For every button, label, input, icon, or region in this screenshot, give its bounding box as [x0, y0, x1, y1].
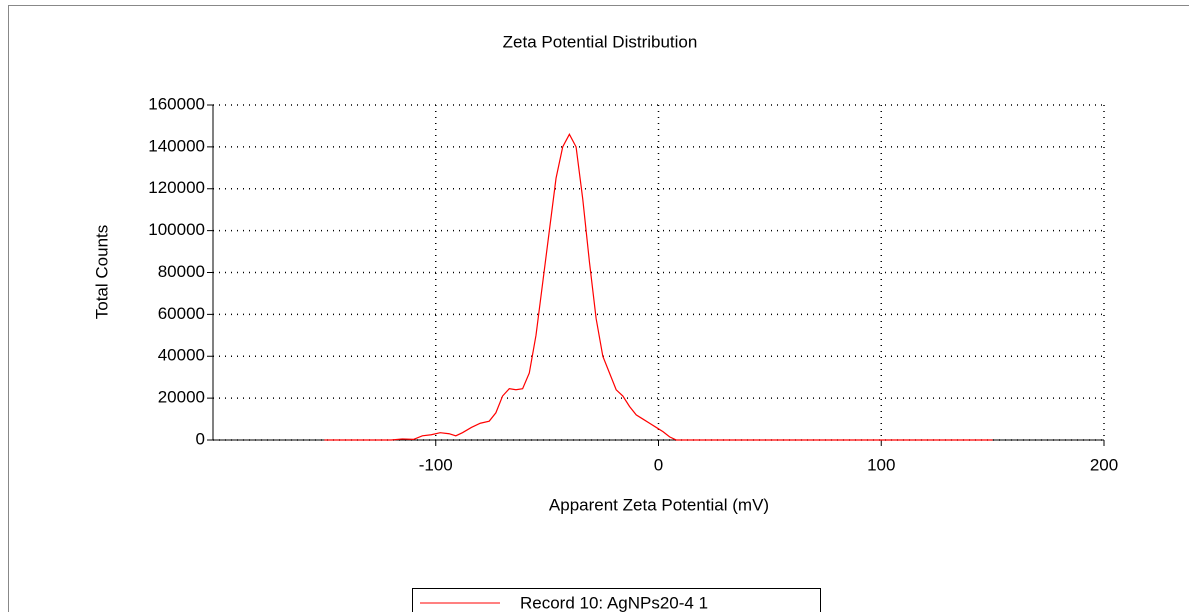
- x-axis-label: Apparent Zeta Potential (mV): [549, 495, 769, 514]
- x-tick-label: 200: [1090, 455, 1118, 474]
- chart-title: Zeta Potential Distribution: [503, 32, 698, 51]
- y-axis-label: Total Counts: [92, 225, 111, 320]
- y-tick-label: 80000: [158, 262, 205, 281]
- legend: [412, 588, 821, 612]
- y-tick-label: 160000: [148, 94, 205, 113]
- y-tick-label: 140000: [148, 136, 205, 155]
- y-tick-label: 120000: [148, 178, 205, 197]
- x-tick-label: 0: [654, 455, 663, 474]
- y-tick-label: 0: [196, 429, 205, 448]
- x-tick-label: 100: [867, 455, 895, 474]
- y-tick-label: 100000: [148, 220, 205, 239]
- x-tick-label: -100: [419, 455, 453, 474]
- y-tick-label: 40000: [158, 346, 205, 365]
- y-tick-label: 60000: [158, 304, 205, 323]
- data-line: [324, 133, 993, 441]
- legend-label: Record 10: AgNPs20-4 1: [520, 593, 708, 612]
- frame: [8, 5, 1189, 612]
- y-tick-label: 20000: [158, 388, 205, 407]
